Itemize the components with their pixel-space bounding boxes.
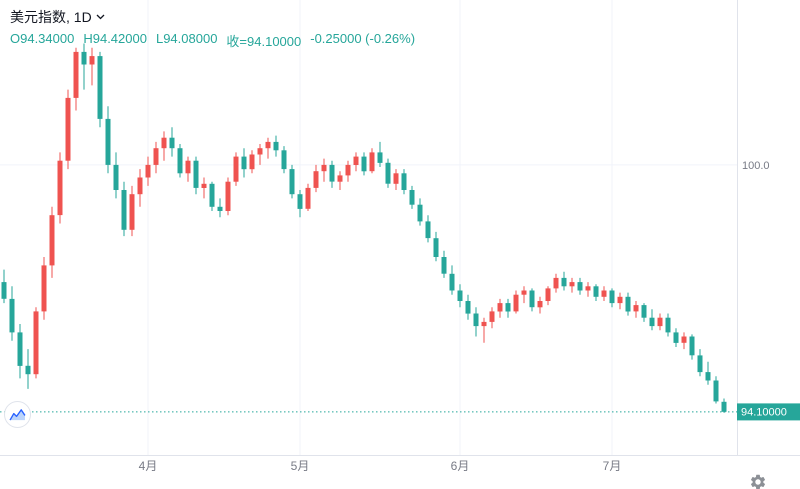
- chevron-down-icon[interactable]: [96, 14, 105, 20]
- change-value: -0.25000 (-0.26%): [310, 31, 416, 46]
- ohlc-readout: O94.34000 H94.42000 L94.08000 收=94.10000…: [10, 31, 415, 50]
- low-value: L94.08000: [155, 31, 218, 46]
- current-price-tag: 94.10000: [737, 403, 800, 421]
- symbol-title[interactable]: 美元指数, 1D: [10, 9, 92, 25]
- price-axis[interactable]: [737, 0, 800, 455]
- time-axis-label: 7月: [603, 459, 622, 473]
- close-value: 收=94.10000: [226, 34, 302, 49]
- area-chart-icon: [9, 409, 26, 421]
- open-value: O94.34000: [10, 31, 75, 46]
- svg-text:94.10000: 94.10000: [741, 406, 787, 418]
- candles: [1, 43, 727, 413]
- symbol-header[interactable]: 美元指数, 1D: [10, 7, 105, 27]
- time-axis-label: 6月: [451, 459, 470, 473]
- price-axis-label: 100.0: [742, 160, 770, 172]
- time-axis-label: 4月: [139, 459, 158, 473]
- time-axis-label: 5月: [291, 459, 310, 473]
- settings-button[interactable]: [748, 472, 768, 489]
- logo-button[interactable]: [4, 401, 31, 428]
- time-axis[interactable]: [0, 455, 800, 489]
- high-value: H94.42000: [83, 31, 147, 46]
- gear-icon: [750, 474, 766, 489]
- grid-lines: [0, 0, 737, 455]
